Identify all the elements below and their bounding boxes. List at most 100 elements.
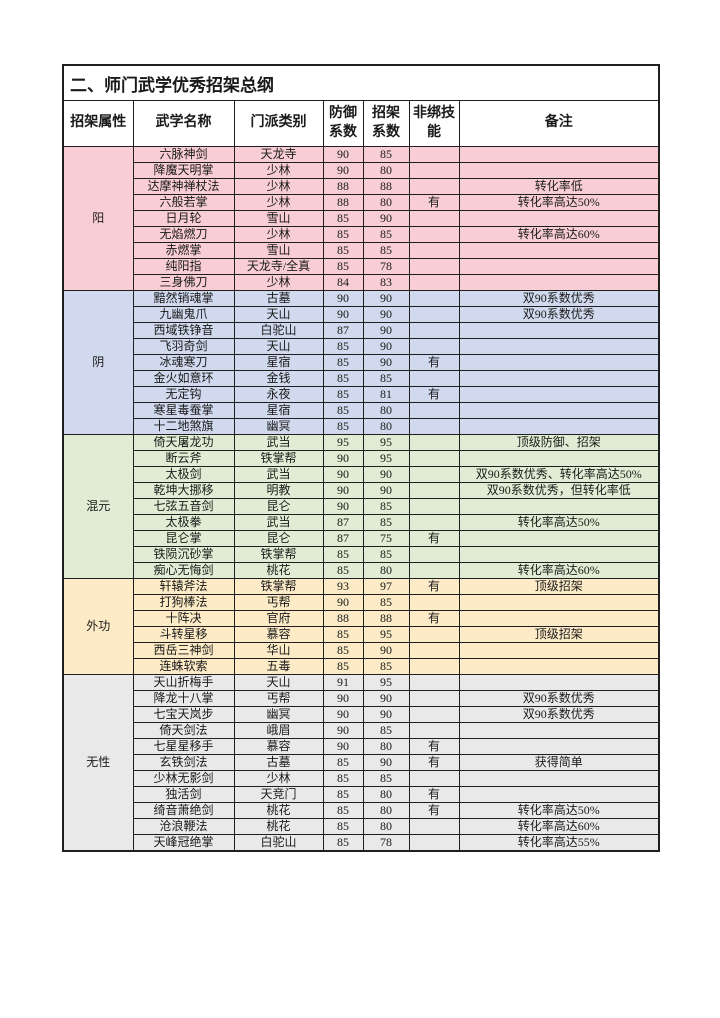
cell-defense: 90 [322, 466, 364, 483]
cell-note [458, 546, 660, 563]
cell-note [458, 146, 660, 163]
cell-sect: 星宿 [233, 402, 324, 419]
cell-note [458, 530, 660, 547]
cell-unbound [408, 290, 460, 307]
table-row: 玄铁剑法 古墓 85 90 有获得简单 [63, 754, 660, 771]
cell-parry: 90 [362, 642, 410, 659]
cell-unbound [408, 562, 460, 579]
cell-note [458, 370, 660, 387]
cell-defense: 85 [322, 242, 364, 259]
cell-parry: 75 [362, 530, 410, 547]
category-cell: 阳 [62, 146, 134, 291]
cell-note: 顶级防御、招架 [458, 434, 660, 451]
cell-defense: 87 [322, 530, 364, 547]
cell-parry: 88 [362, 178, 410, 195]
table-row: 六般若掌 少林 88 80 有转化率高达50% [63, 194, 660, 211]
cell-unbound [408, 258, 460, 275]
table-row: 打狗棒法 丐帮 90 85 [63, 594, 660, 611]
cell-defense: 85 [322, 818, 364, 835]
cell-defense: 90 [322, 306, 364, 323]
cell-defense: 87 [322, 514, 364, 531]
category-cell: 阴 [62, 290, 134, 435]
cell-martial-art-name: 冰魂寒刀 [132, 354, 235, 371]
cell-unbound [408, 434, 460, 451]
cell-parry: 85 [362, 722, 410, 739]
cell-martial-art-name: 太极剑 [132, 466, 235, 483]
cell-sect: 官府 [233, 610, 324, 627]
cell-note [458, 786, 660, 803]
cell-sect: 白驼山 [233, 322, 324, 339]
cell-note: 转化率高达60% [458, 562, 660, 579]
cell-defense: 85 [322, 338, 364, 355]
table-row: 绮音萧绝剑 桃花 85 80 有转化率高达50% [63, 802, 660, 819]
header-defense-coefficient: 防御系数 [322, 100, 364, 147]
cell-defense: 85 [322, 834, 364, 852]
table-row: 独活剑 天竞门 85 80 有 [63, 786, 660, 803]
cell-parry: 85 [362, 770, 410, 787]
cell-martial-art-name: 金火如意环 [132, 370, 235, 387]
cell-note [458, 722, 660, 739]
cell-unbound: 有 [408, 754, 460, 771]
cell-parry: 85 [362, 546, 410, 563]
cell-unbound [408, 242, 460, 259]
header-parry-attribute: 招架属性 [62, 100, 134, 147]
cell-sect: 天龙寺 [233, 146, 324, 163]
cell-unbound [408, 834, 460, 852]
cell-unbound [408, 178, 460, 195]
cell-note: 双90系数优秀 [458, 290, 660, 307]
cell-sect: 桃花 [233, 818, 324, 835]
cell-defense: 85 [322, 802, 364, 819]
table-row: 十阵决 官府 88 88 有 [63, 610, 660, 627]
cell-sect: 明教 [233, 482, 324, 499]
cell-note: 转化率高达50% [458, 514, 660, 531]
cell-unbound: 有 [408, 354, 460, 371]
cell-sect: 少林 [233, 162, 324, 179]
cell-martial-art-name: 轩辕斧法 [132, 578, 235, 595]
cell-unbound [408, 514, 460, 531]
cell-martial-art-name: 六般若掌 [132, 194, 235, 211]
cell-martial-art-name: 乾坤大挪移 [132, 482, 235, 499]
cell-sect: 白驼山 [233, 834, 324, 852]
table-row: 天峰冠绝掌 白驼山 85 78 转化率高达55% [63, 834, 660, 852]
cell-parry: 80 [362, 402, 410, 419]
cell-unbound [408, 450, 460, 467]
table-header-row: 招架属性 武学名称 门派类别 防御系数 招架系数 非绑技能 备注 [62, 100, 660, 147]
cell-martial-art-name: 绮音萧绝剑 [132, 802, 235, 819]
cell-note: 双90系数优秀、转化率高达50% [458, 466, 660, 483]
cell-parry: 85 [362, 514, 410, 531]
table-row: 冰魂寒刀 星宿 85 90 有 [63, 354, 660, 371]
cell-parry: 95 [362, 626, 410, 643]
cell-defense: 85 [322, 402, 364, 419]
cell-defense: 93 [322, 578, 364, 595]
cell-note [458, 274, 660, 291]
cell-note: 双90系数优秀 [458, 306, 660, 323]
cell-defense: 87 [322, 322, 364, 339]
cell-sect: 天山 [233, 306, 324, 323]
cell-sect: 雪山 [233, 210, 324, 227]
cell-unbound: 有 [408, 578, 460, 595]
cell-sect: 永夜 [233, 386, 324, 403]
cell-martial-art-name: 寒星毒蚕掌 [132, 402, 235, 419]
table-row: 倚天剑法 峨眉 90 85 [63, 722, 660, 739]
cell-defense: 85 [322, 258, 364, 275]
cell-martial-art-name: 少林无影剑 [132, 770, 235, 787]
cell-martial-art-name: 七宝天岚步 [132, 706, 235, 723]
cell-unbound [408, 226, 460, 243]
cell-defense: 85 [322, 786, 364, 803]
table-row: 十二地煞旗 幽冥 85 80 [63, 418, 660, 435]
cell-unbound [408, 402, 460, 419]
cell-sect: 雪山 [233, 242, 324, 259]
cell-sect: 桃花 [233, 562, 324, 579]
cell-note [458, 418, 660, 435]
cell-sect: 桃花 [233, 802, 324, 819]
cell-sect: 天山 [233, 338, 324, 355]
cell-defense: 90 [322, 162, 364, 179]
cell-sect: 少林 [233, 226, 324, 243]
cell-note [458, 242, 660, 259]
cell-note [458, 322, 660, 339]
cell-parry: 80 [362, 818, 410, 835]
cell-defense: 85 [322, 770, 364, 787]
cell-defense: 85 [322, 370, 364, 387]
cell-defense: 84 [322, 274, 364, 291]
cell-sect: 铁掌帮 [233, 578, 324, 595]
